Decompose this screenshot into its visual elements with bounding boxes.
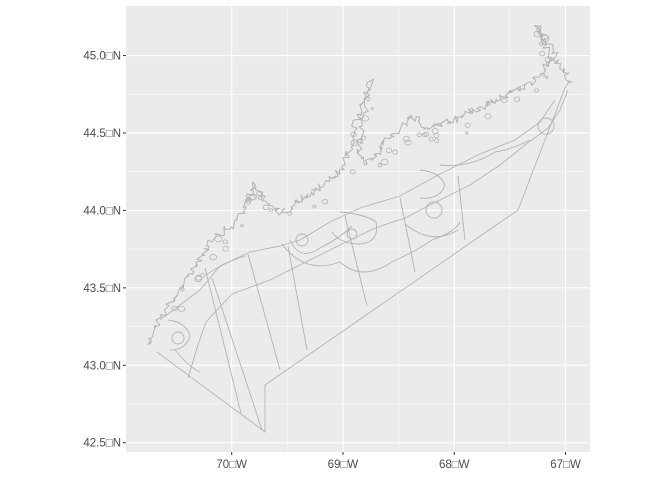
inshore-buffer bbox=[205, 255, 246, 276]
y-tick-label: 42.5□N bbox=[83, 438, 121, 450]
strata-divider bbox=[204, 267, 242, 414]
strata-divider bbox=[287, 245, 308, 351]
circular-buffer bbox=[346, 228, 358, 240]
map-panel bbox=[126, 6, 590, 452]
y-tick-label: 43.5□N bbox=[83, 283, 121, 295]
outer-boundary bbox=[156, 79, 571, 433]
circular-buffer bbox=[171, 331, 185, 345]
y-tick-label: 44.5□N bbox=[83, 128, 121, 140]
x-tick-label: 69□W bbox=[328, 459, 359, 471]
coastline bbox=[147, 24, 573, 346]
strata-divider bbox=[211, 277, 263, 431]
coastline-islands bbox=[171, 30, 555, 312]
circular-buffer bbox=[425, 201, 443, 219]
inshore-buffer bbox=[281, 221, 461, 273]
circular-buffer bbox=[295, 233, 309, 247]
inshore-buffer bbox=[331, 211, 378, 245]
x-tick-label: 70□W bbox=[216, 459, 247, 471]
strata-divider bbox=[247, 253, 281, 371]
inshore-buffer bbox=[289, 225, 353, 254]
inshore-buffer bbox=[419, 169, 446, 199]
inshore-buffer bbox=[404, 223, 459, 238]
map-features bbox=[156, 79, 571, 433]
offshore-strata-boundary bbox=[187, 89, 569, 379]
y-tick-label: 45.0□N bbox=[83, 51, 121, 63]
strata-divider bbox=[344, 215, 368, 307]
gridlines-minor bbox=[126, 6, 590, 452]
inshore-buffer bbox=[167, 319, 191, 351]
y-tick-label: 44.0□N bbox=[83, 205, 121, 217]
y-tick-label: 43.0□N bbox=[83, 360, 121, 372]
x-axis-ticks: 70□W 69□W 68□W 67□W bbox=[216, 452, 581, 471]
circular-buffer bbox=[537, 117, 555, 135]
inshore-buffer bbox=[174, 349, 201, 373]
x-tick-label: 68□W bbox=[439, 459, 470, 471]
coastline-main bbox=[147, 24, 573, 346]
strata-divider bbox=[399, 197, 416, 273]
inshore-buffer bbox=[439, 139, 531, 166]
y-axis-ticks: 42.5□N 43.0□N 43.5□N 44.0□N 44.5□N 45.0□N bbox=[83, 51, 126, 450]
x-tick-label: 67□W bbox=[550, 459, 581, 471]
strata-divider bbox=[457, 175, 466, 241]
